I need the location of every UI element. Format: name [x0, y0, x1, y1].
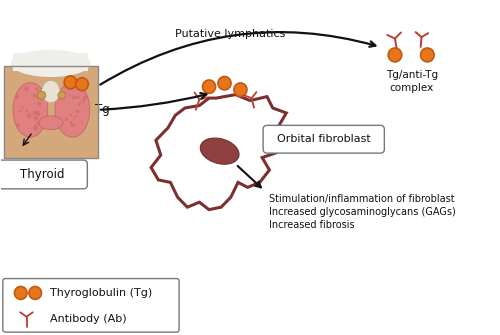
Circle shape	[76, 78, 88, 91]
Text: Tg/anti-Tg
complex: Tg/anti-Tg complex	[386, 70, 438, 93]
Circle shape	[83, 95, 87, 99]
Circle shape	[73, 118, 75, 120]
Circle shape	[218, 76, 231, 90]
Text: Thyroid: Thyroid	[20, 168, 64, 181]
Circle shape	[26, 113, 32, 118]
Circle shape	[33, 111, 37, 115]
Circle shape	[76, 96, 80, 99]
Circle shape	[37, 102, 42, 106]
Circle shape	[82, 99, 85, 103]
Circle shape	[36, 122, 40, 125]
Circle shape	[22, 106, 24, 109]
Ellipse shape	[200, 138, 239, 164]
FancyBboxPatch shape	[263, 125, 384, 153]
Circle shape	[29, 286, 42, 299]
Ellipse shape	[11, 50, 91, 77]
Text: Putative lymphatics: Putative lymphatics	[175, 28, 286, 39]
Circle shape	[69, 121, 72, 124]
Circle shape	[70, 114, 72, 117]
Circle shape	[14, 286, 27, 299]
Circle shape	[202, 80, 215, 93]
Circle shape	[70, 123, 74, 127]
FancyBboxPatch shape	[3, 279, 179, 332]
Text: Orbital fibroblast: Orbital fibroblast	[277, 134, 370, 144]
Circle shape	[36, 87, 38, 90]
Ellipse shape	[42, 80, 60, 103]
Circle shape	[73, 125, 76, 127]
Circle shape	[19, 110, 22, 112]
Circle shape	[64, 117, 68, 121]
Circle shape	[32, 94, 36, 97]
Circle shape	[36, 110, 40, 115]
Circle shape	[26, 110, 28, 113]
Circle shape	[68, 94, 71, 97]
Circle shape	[34, 116, 38, 121]
Circle shape	[420, 48, 434, 62]
Ellipse shape	[13, 83, 48, 137]
Circle shape	[37, 114, 40, 116]
Text: Tg: Tg	[96, 103, 110, 116]
Ellipse shape	[39, 116, 63, 130]
Circle shape	[234, 83, 247, 96]
Ellipse shape	[37, 91, 46, 99]
Circle shape	[78, 102, 82, 106]
Circle shape	[34, 125, 36, 127]
Circle shape	[72, 95, 76, 99]
Text: Antibody (Ab): Antibody (Ab)	[50, 314, 126, 324]
FancyBboxPatch shape	[14, 54, 88, 71]
Ellipse shape	[58, 91, 66, 99]
Circle shape	[16, 123, 20, 127]
Circle shape	[81, 121, 83, 123]
Circle shape	[388, 48, 402, 62]
Circle shape	[24, 86, 28, 91]
Circle shape	[15, 95, 19, 99]
Ellipse shape	[55, 83, 90, 137]
Circle shape	[34, 126, 38, 130]
Text: Stimulation/inflammation of fibroblast
Increased glycosaminoglycans (GAGs)
Incre: Stimulation/inflammation of fibroblast I…	[270, 194, 456, 230]
FancyBboxPatch shape	[0, 160, 88, 189]
Circle shape	[64, 76, 76, 89]
Text: Thyroglobulin (Tg): Thyroglobulin (Tg)	[50, 288, 152, 298]
Polygon shape	[151, 94, 286, 210]
FancyBboxPatch shape	[4, 66, 98, 157]
Circle shape	[75, 115, 77, 117]
Circle shape	[77, 110, 80, 113]
Circle shape	[75, 109, 78, 113]
Circle shape	[36, 96, 38, 98]
